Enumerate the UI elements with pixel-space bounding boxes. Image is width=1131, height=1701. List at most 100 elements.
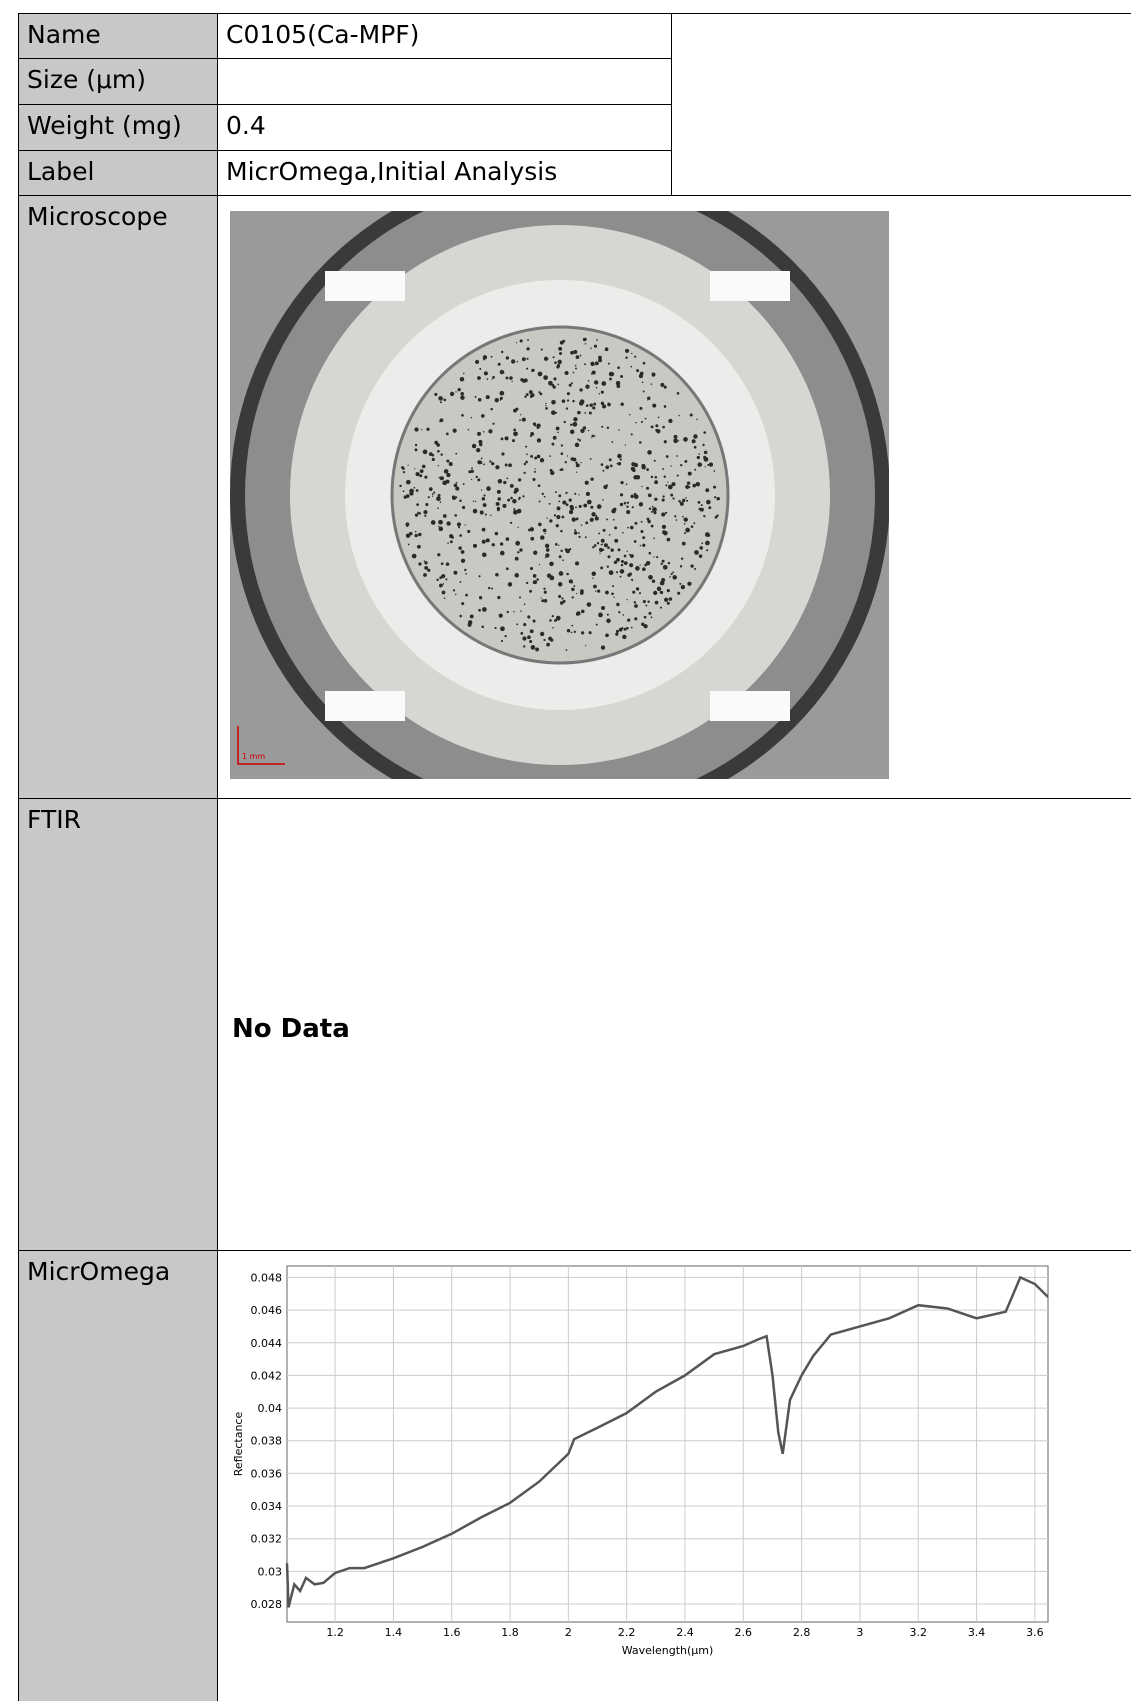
- particle: [485, 538, 490, 543]
- particle: [558, 346, 563, 351]
- particle: [469, 614, 474, 619]
- particle: [607, 555, 611, 559]
- particle: [584, 536, 587, 539]
- particle: [651, 373, 655, 377]
- particle: [507, 582, 513, 587]
- particle: [543, 590, 547, 594]
- particle: [481, 539, 486, 544]
- particle: [523, 603, 526, 605]
- particle: [499, 396, 503, 400]
- particle: [593, 344, 598, 348]
- particle: [545, 548, 550, 552]
- particle: [522, 636, 527, 641]
- particle: [565, 407, 569, 410]
- particle: [548, 502, 551, 505]
- particle: [605, 484, 609, 487]
- particle: [439, 420, 442, 423]
- particle: [610, 548, 614, 552]
- particle: [529, 527, 534, 532]
- particle: [537, 371, 543, 377]
- particle: [643, 624, 648, 629]
- particle: [640, 520, 643, 523]
- particle: [634, 617, 638, 621]
- particle: [672, 571, 675, 574]
- particle: [686, 481, 691, 485]
- particle: [489, 460, 492, 463]
- particle: [626, 501, 630, 504]
- particle: [452, 428, 457, 433]
- particle: [697, 500, 701, 504]
- particle: [667, 481, 669, 483]
- particle: [569, 504, 574, 509]
- y-tick-label: 0.03: [258, 1565, 283, 1578]
- x-tick-label: 2: [565, 1626, 572, 1639]
- particle: [478, 608, 481, 612]
- particle: [514, 487, 519, 493]
- particle: [557, 359, 562, 365]
- particle: [426, 427, 430, 431]
- particle: [639, 406, 643, 410]
- particle: [555, 491, 557, 493]
- particle: [574, 442, 580, 448]
- particle: [482, 355, 488, 360]
- microscope-image: 1 mm: [230, 211, 889, 779]
- particle: [517, 478, 522, 482]
- particle: [453, 483, 458, 488]
- particle: [625, 483, 628, 486]
- particle: [665, 484, 668, 487]
- particle: [524, 395, 527, 399]
- particle: [457, 387, 461, 392]
- clip: [710, 271, 790, 301]
- particle: [661, 559, 665, 563]
- particle: [561, 515, 565, 519]
- particle: [406, 479, 411, 485]
- particle: [619, 569, 625, 574]
- particle: [587, 380, 590, 382]
- particle: [598, 393, 601, 395]
- particle: [497, 497, 501, 501]
- particle: [553, 514, 557, 517]
- particle: [614, 526, 618, 530]
- particle: [495, 572, 499, 577]
- particle: [713, 470, 716, 472]
- particle: [447, 542, 449, 544]
- particle: [403, 495, 407, 499]
- plot-area: [286, 1265, 1049, 1623]
- particle: [687, 471, 692, 476]
- particle: [584, 338, 587, 341]
- particle: [532, 580, 536, 585]
- particle: [553, 619, 556, 622]
- particle: [437, 449, 440, 453]
- particle: [529, 629, 534, 634]
- particle: [487, 586, 491, 590]
- particle: [635, 587, 640, 591]
- particle: [573, 585, 576, 587]
- particle: [453, 570, 458, 575]
- particle: [558, 594, 562, 598]
- particle: [631, 506, 634, 509]
- particle: [467, 428, 470, 431]
- particle: [685, 497, 687, 499]
- particle: [549, 561, 554, 567]
- particle: [459, 377, 465, 382]
- particle: [550, 470, 555, 476]
- particle: [576, 592, 578, 595]
- x-tick-label: 2.4: [676, 1626, 694, 1639]
- particle: [666, 588, 670, 593]
- particle: [442, 583, 445, 585]
- particle: [641, 381, 644, 384]
- particle: [419, 469, 424, 474]
- particle: [574, 529, 577, 532]
- particle: [575, 561, 580, 566]
- particle: [617, 366, 620, 370]
- particle: [407, 464, 409, 466]
- particle: [455, 496, 458, 499]
- particle: [407, 543, 410, 546]
- particle: [428, 452, 433, 456]
- particle: [685, 484, 690, 490]
- particle: [590, 477, 594, 481]
- particle: [549, 575, 555, 581]
- particle: [538, 500, 541, 503]
- particle: [438, 476, 441, 479]
